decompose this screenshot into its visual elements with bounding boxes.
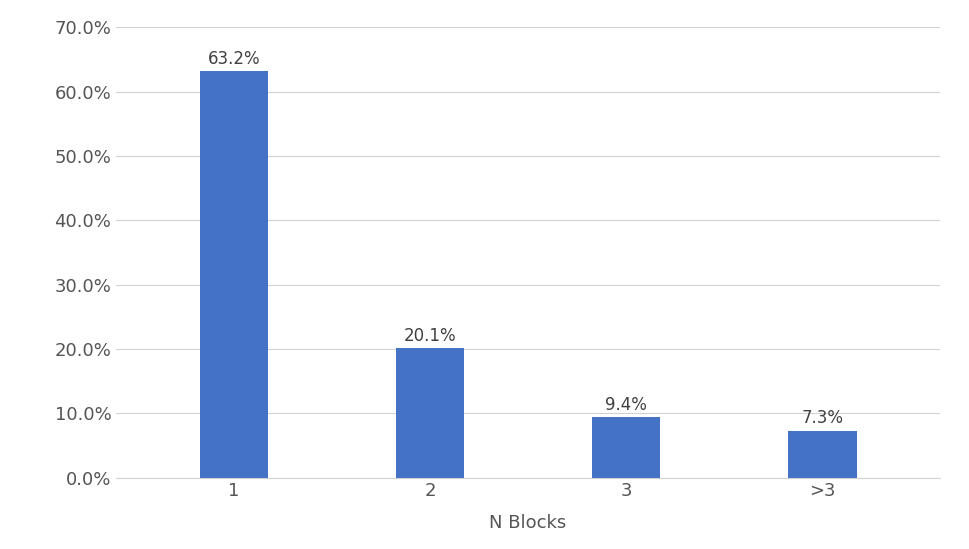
Text: 20.1%: 20.1% [404,327,456,345]
Bar [200,71,268,478]
Text: 63.2%: 63.2% [207,50,261,68]
X-axis label: N Blocks: N Blocks [489,514,567,533]
Text: 7.3%: 7.3% [801,410,843,428]
Bar [395,349,464,478]
Bar [788,430,857,478]
Text: 9.4%: 9.4% [606,396,647,414]
Bar [592,417,661,478]
